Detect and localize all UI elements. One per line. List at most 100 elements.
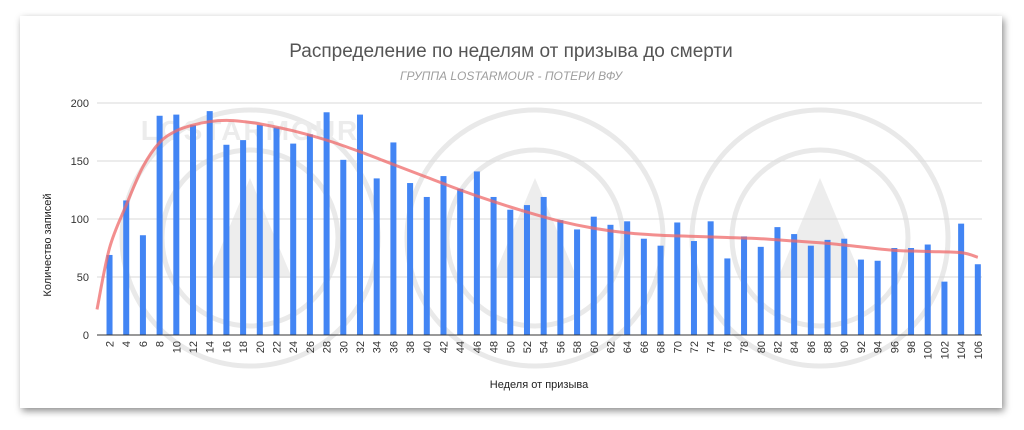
x-tick-label: 74 (706, 341, 718, 353)
bar (490, 196, 497, 335)
x-tick-label: 42 (438, 341, 450, 353)
chart-title: Распределение по неделям от призыва до с… (289, 41, 732, 62)
x-tick-label: 36 (388, 341, 400, 353)
bar (306, 134, 313, 335)
x-tick-label: 14 (205, 341, 217, 353)
bar (507, 209, 514, 335)
x-tick-label: 32 (355, 341, 367, 353)
bar (340, 159, 347, 335)
bar (373, 178, 380, 335)
bar (440, 176, 447, 335)
x-tick-label: 72 (689, 341, 701, 353)
y-axis-title: Количество записей (42, 193, 54, 296)
x-tick-label: 18 (238, 341, 250, 353)
bar (240, 140, 247, 335)
x-tick-label: 76 (722, 341, 734, 353)
bar (741, 236, 748, 335)
bar (657, 245, 664, 335)
x-tick-label: 60 (589, 341, 601, 353)
bar (106, 254, 113, 335)
bar-chart: LOSTARMOUR Распределение по неделям от п… (42, 41, 985, 391)
bar (690, 241, 697, 335)
bar (123, 200, 130, 335)
x-tick-label: 104 (956, 341, 968, 359)
x-tick-label: 48 (489, 341, 501, 353)
x-tick-label: 82 (772, 341, 784, 353)
x-tick-label: 2 (105, 341, 117, 347)
bar (273, 127, 280, 335)
bar (390, 142, 397, 335)
bar (323, 112, 330, 335)
y-tick-label: 50 (77, 272, 89, 284)
bar (624, 221, 631, 335)
x-tick-label: 92 (856, 341, 868, 353)
bar (791, 234, 798, 335)
x-tick-label: 90 (839, 341, 851, 353)
x-tick-label: 84 (789, 341, 801, 353)
x-tick-label: 66 (639, 341, 651, 353)
bar (173, 114, 180, 335)
x-tick-label: 12 (188, 341, 200, 353)
watermark-layer: LOSTARMOUR (119, 107, 951, 369)
x-tick-label: 28 (322, 341, 334, 353)
x-tick-label: 106 (973, 341, 985, 359)
bar (757, 246, 764, 335)
bar (874, 260, 881, 335)
y-tick-labels: 0 50 100 150 200 (71, 98, 89, 342)
y-tick-label: 0 (83, 330, 89, 342)
bar (724, 258, 731, 335)
bar (924, 244, 931, 335)
x-tick-label: 46 (472, 341, 484, 353)
x-tick-label: 30 (338, 341, 350, 353)
bar (774, 227, 781, 335)
bar (540, 196, 547, 335)
bar (407, 183, 414, 335)
x-tick-label: 100 (923, 341, 935, 359)
x-tick-label: 96 (889, 341, 901, 353)
y-tick-label: 150 (71, 156, 89, 168)
chart-subtitle: ГРУППА LOSTARMOUR - ПОТЕРИ ВФУ (400, 69, 623, 83)
watermark-ring (404, 107, 666, 369)
bar (523, 205, 530, 335)
bar (256, 125, 263, 335)
bar (674, 222, 681, 335)
bar (941, 281, 948, 335)
bar (557, 220, 564, 335)
x-tick-label: 26 (305, 341, 317, 353)
x-tick-label: 86 (806, 341, 818, 353)
x-tick-label: 62 (605, 341, 617, 353)
bar (190, 125, 197, 335)
x-tick-label: 56 (555, 341, 567, 353)
bar (356, 114, 364, 335)
bar (640, 238, 647, 335)
bar (807, 245, 814, 335)
bar (574, 229, 581, 335)
bar (958, 223, 965, 335)
bar (457, 188, 464, 335)
bar (908, 248, 915, 335)
bar (139, 235, 146, 335)
x-tick-label: 78 (739, 341, 751, 353)
x-tick-label: 64 (622, 341, 634, 353)
bar (156, 115, 163, 335)
x-tick-label: 88 (823, 341, 835, 353)
trend-line (95, 118, 979, 310)
x-tick-label: 20 (255, 341, 267, 353)
watermark-ring-inner (444, 147, 626, 329)
watermark-triangle-icon (778, 178, 862, 278)
x-tick-label: 102 (939, 341, 951, 359)
x-tick-label: 54 (539, 341, 551, 353)
bar (206, 111, 213, 336)
x-tick-label: 94 (873, 341, 885, 353)
x-tick-label: 98 (906, 341, 918, 353)
x-tick-label: 22 (272, 341, 284, 353)
x-tick-label: 40 (422, 341, 434, 353)
x-tick-label: 38 (405, 341, 417, 353)
bar (590, 216, 597, 335)
bar (607, 224, 614, 335)
x-axis-title: Неделя от призыва (490, 379, 589, 391)
bar (423, 196, 430, 335)
x-tick-label: 34 (372, 341, 384, 353)
bar (473, 171, 480, 335)
x-tick-label: 4 (121, 341, 133, 347)
